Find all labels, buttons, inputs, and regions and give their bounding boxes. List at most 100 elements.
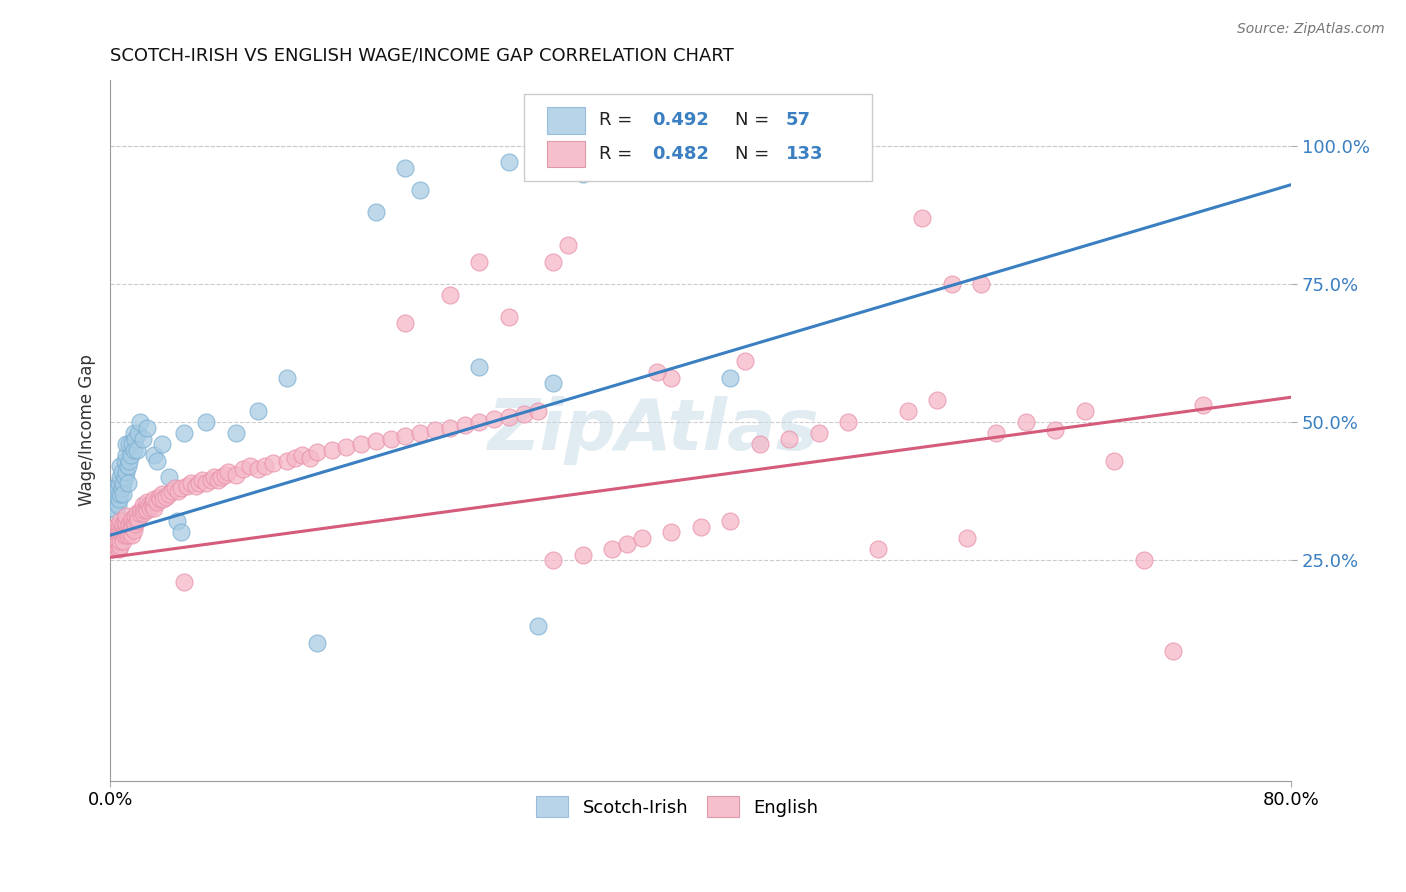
Point xyxy=(146,453,169,467)
Point xyxy=(121,511,143,525)
Point xyxy=(115,525,138,540)
Point xyxy=(807,426,830,441)
Point xyxy=(896,404,918,418)
Point xyxy=(911,211,934,225)
Point xyxy=(111,481,134,495)
Point xyxy=(108,492,131,507)
Point xyxy=(350,437,373,451)
Point xyxy=(659,525,682,540)
Point xyxy=(453,417,475,432)
Point xyxy=(115,508,138,523)
Point xyxy=(118,437,141,451)
Text: SCOTCH-IRISH VS ENGLISH WAGE/INCOME GAP CORRELATION CHART: SCOTCH-IRISH VS ENGLISH WAGE/INCOME GAP … xyxy=(110,46,734,64)
Point xyxy=(134,503,156,517)
Point xyxy=(131,432,153,446)
Point xyxy=(111,528,134,542)
Point xyxy=(941,277,963,291)
Point xyxy=(124,517,146,532)
Point xyxy=(107,536,129,550)
Point xyxy=(107,498,129,512)
Point xyxy=(170,481,193,495)
Point xyxy=(527,619,550,633)
Point xyxy=(1104,453,1126,467)
Point xyxy=(557,238,579,252)
Point xyxy=(143,492,166,507)
Text: 133: 133 xyxy=(786,145,824,163)
Point xyxy=(498,155,520,169)
Point xyxy=(125,506,148,520)
Point xyxy=(468,415,491,429)
Point xyxy=(380,432,402,446)
Point xyxy=(190,473,212,487)
Point xyxy=(157,470,180,484)
Point xyxy=(136,503,159,517)
Point xyxy=(284,450,307,465)
Point xyxy=(110,533,132,548)
Point xyxy=(173,426,195,441)
Point xyxy=(118,517,141,532)
Point xyxy=(180,475,202,490)
Point xyxy=(136,420,159,434)
Point xyxy=(103,481,125,495)
Point xyxy=(305,636,328,650)
Point xyxy=(103,525,125,540)
Point xyxy=(105,520,128,534)
Point xyxy=(112,475,135,490)
Point xyxy=(262,457,284,471)
Point xyxy=(112,517,135,532)
Point xyxy=(207,473,229,487)
Point xyxy=(150,437,173,451)
Point xyxy=(120,520,142,534)
Point xyxy=(616,536,638,550)
Point xyxy=(1045,423,1067,437)
Point xyxy=(115,437,138,451)
Point xyxy=(394,316,416,330)
Point xyxy=(837,415,859,429)
Point xyxy=(541,553,564,567)
Point xyxy=(110,470,132,484)
Point xyxy=(482,412,505,426)
FancyBboxPatch shape xyxy=(523,94,872,181)
Point xyxy=(107,481,129,495)
Point xyxy=(138,498,160,512)
Point xyxy=(110,525,132,540)
Point xyxy=(127,426,149,441)
Point xyxy=(103,492,125,507)
Point xyxy=(165,481,187,495)
Point xyxy=(149,492,172,507)
Point xyxy=(110,515,132,529)
Point xyxy=(394,161,416,175)
Point xyxy=(103,520,125,534)
Point xyxy=(176,478,198,492)
Point xyxy=(217,465,239,479)
Point xyxy=(970,277,993,291)
Text: 57: 57 xyxy=(786,112,811,129)
Point xyxy=(146,495,169,509)
Point xyxy=(105,503,128,517)
Point xyxy=(209,470,232,484)
Point xyxy=(122,523,145,537)
Point xyxy=(468,255,491,269)
Point xyxy=(108,475,131,490)
Point xyxy=(335,440,357,454)
Text: N =: N = xyxy=(735,145,775,163)
Point xyxy=(166,515,188,529)
Point xyxy=(129,503,152,517)
Point xyxy=(127,511,149,525)
Point xyxy=(541,255,564,269)
Point xyxy=(105,539,128,553)
Point xyxy=(925,392,948,407)
Text: 0.482: 0.482 xyxy=(652,145,710,163)
Point xyxy=(100,539,122,553)
Point xyxy=(118,525,141,540)
Point xyxy=(117,520,139,534)
Point xyxy=(118,453,141,467)
Point xyxy=(112,525,135,540)
Text: 0.492: 0.492 xyxy=(652,112,709,129)
Point xyxy=(115,448,138,462)
Point xyxy=(141,498,163,512)
Point xyxy=(195,475,218,490)
Point xyxy=(748,437,770,451)
Point xyxy=(143,500,166,515)
Point xyxy=(276,371,298,385)
